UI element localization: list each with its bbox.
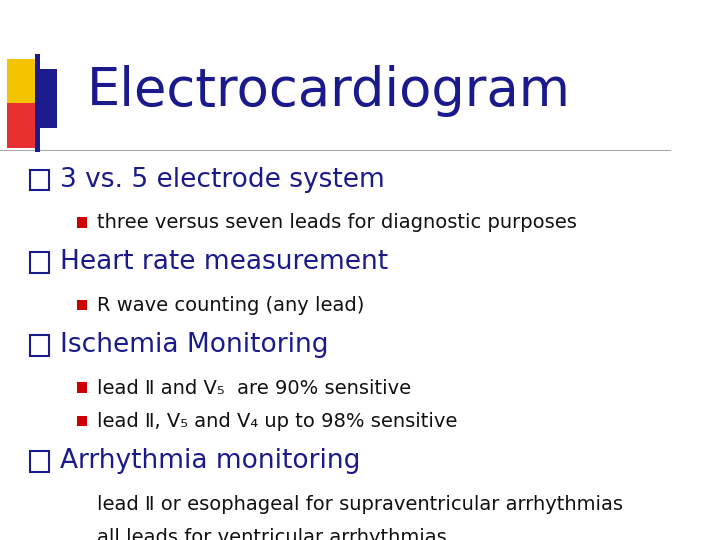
FancyBboxPatch shape bbox=[77, 498, 87, 509]
Text: three versus seven leads for diagnostic purposes: three versus seven leads for diagnostic … bbox=[97, 213, 577, 232]
FancyBboxPatch shape bbox=[6, 59, 37, 103]
Text: lead Ⅱ and V₅  are 90% sensitive: lead Ⅱ and V₅ are 90% sensitive bbox=[97, 379, 411, 397]
FancyBboxPatch shape bbox=[77, 416, 87, 427]
Text: all leads for ventricular arrhythmias: all leads for ventricular arrhythmias bbox=[97, 528, 447, 540]
Text: 3 vs. 5 electrode system: 3 vs. 5 electrode system bbox=[60, 166, 385, 193]
Text: Arrhythmia monitoring: Arrhythmia monitoring bbox=[60, 448, 361, 474]
Text: Ischemia Monitoring: Ischemia Monitoring bbox=[60, 332, 329, 358]
Text: Electrocardiogram: Electrocardiogram bbox=[87, 65, 571, 117]
Text: Heart rate measurement: Heart rate measurement bbox=[60, 249, 389, 275]
FancyBboxPatch shape bbox=[77, 217, 87, 228]
FancyBboxPatch shape bbox=[77, 300, 87, 310]
FancyBboxPatch shape bbox=[77, 382, 87, 393]
FancyBboxPatch shape bbox=[6, 103, 37, 147]
FancyBboxPatch shape bbox=[35, 54, 40, 152]
FancyBboxPatch shape bbox=[37, 69, 57, 128]
Text: lead Ⅱ, V₅ and V₄ up to 98% sensitive: lead Ⅱ, V₅ and V₄ up to 98% sensitive bbox=[97, 412, 458, 431]
FancyBboxPatch shape bbox=[77, 532, 87, 540]
Text: R wave counting (any lead): R wave counting (any lead) bbox=[97, 296, 365, 315]
Text: lead Ⅱ or esophageal for supraventricular arrhythmias: lead Ⅱ or esophageal for supraventricula… bbox=[97, 495, 624, 514]
